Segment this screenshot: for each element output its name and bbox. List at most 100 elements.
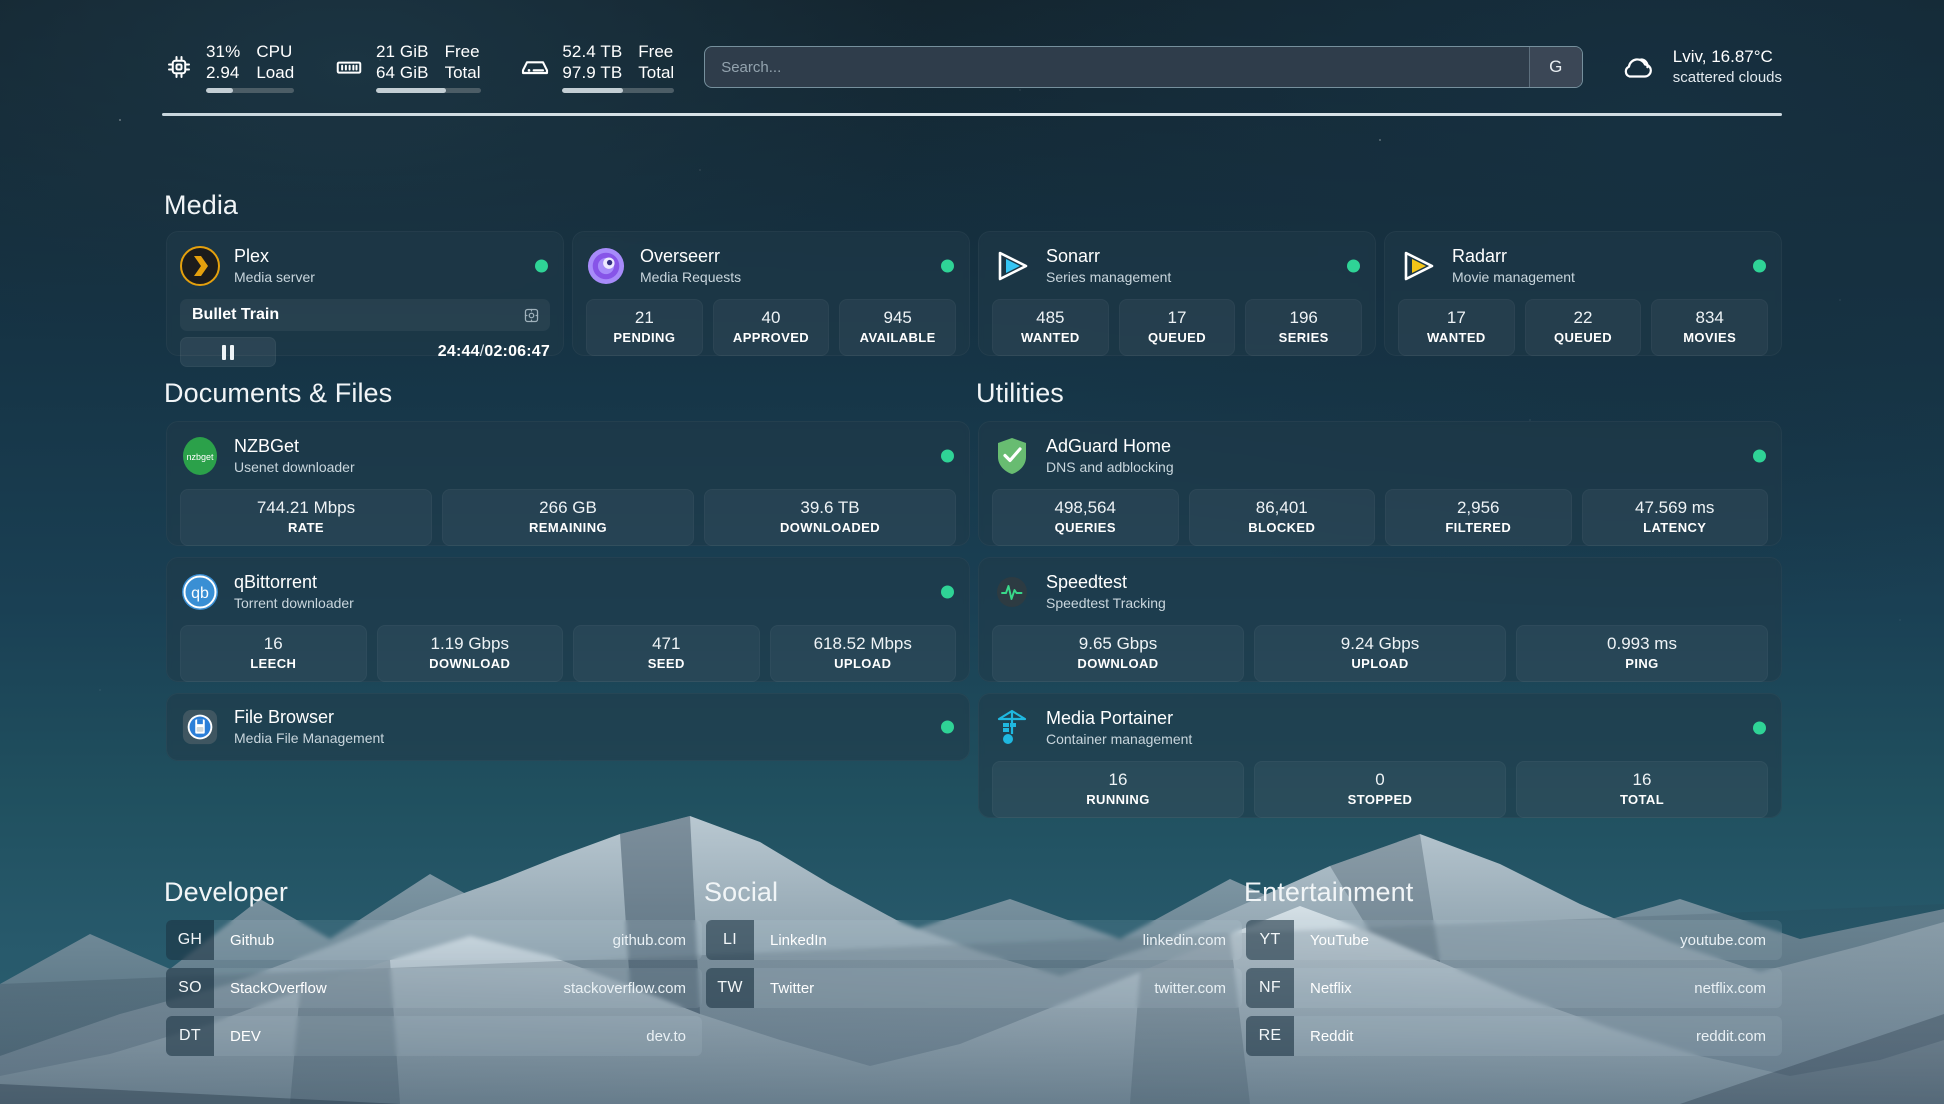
- status-badge-online: [941, 449, 954, 463]
- search-input[interactable]: [705, 47, 1529, 87]
- stat-tile: 744.21 Mbps RATE: [180, 489, 432, 546]
- app-card-file-browser[interactable]: File Browser Media File Management: [166, 693, 970, 761]
- memory-stick-icon: [332, 50, 366, 84]
- app-name: Media Portainer: [1046, 708, 1174, 728]
- bookmark-item-stackoverflow[interactable]: SO StackOverflow stackoverflow.com: [166, 968, 702, 1008]
- qbittorrent-icon: qb: [180, 572, 220, 612]
- stat-key: TOTAL: [1619, 792, 1665, 807]
- bookmark-name: DEV: [230, 1027, 261, 1045]
- file-browser-icon: [180, 707, 220, 747]
- app-card-sonarr[interactable]: Sonarr Series management 485 WANTED 17 Q…: [978, 231, 1376, 356]
- stat-value: 945: [883, 308, 912, 327]
- cpu-label: CPU: [256, 42, 293, 61]
- bookmark-item-reddit[interactable]: RE Reddit reddit.com: [1246, 1016, 1782, 1056]
- stat-tile: 16 LEECH: [180, 625, 367, 682]
- stat-tile: 86,401 BLOCKED: [1188, 489, 1375, 546]
- cpu-load-value: 2.94: [206, 63, 240, 82]
- quality-settings-icon[interactable]: [523, 307, 540, 324]
- pause-icon: [221, 344, 235, 360]
- stat-cpu: 31% 2.94 CPU Load: [162, 41, 295, 93]
- stat-value: 22: [1573, 308, 1593, 327]
- speedtest-pulse-icon: [992, 572, 1032, 612]
- now-playing-title-row: Bullet Train: [180, 299, 550, 331]
- stat-value: 1.19 Gbps: [430, 634, 509, 653]
- app-subtitle: Movie management: [1452, 269, 1575, 285]
- stats-row: 498,564 QUERIES 86,401 BLOCKED 2,956 FIL…: [992, 489, 1768, 546]
- app-subtitle: Series management: [1046, 269, 1172, 285]
- status-badge-online: [535, 259, 548, 273]
- stat-value: 17: [1167, 308, 1187, 327]
- bookmark-item-youtube[interactable]: YT YouTube youtube.com: [1246, 920, 1782, 960]
- app-card-radarr[interactable]: Radarr Movie management 17 WANTED 22 QUE…: [1384, 231, 1782, 356]
- app-card-overseerr[interactable]: Overseerr Media Requests 21 PENDING 40 A…: [572, 231, 970, 356]
- stat-tile: 618.52 Mbps UPLOAD: [769, 625, 956, 682]
- bookmark-badge: LI: [706, 920, 754, 960]
- status-badge-online: [941, 259, 954, 273]
- stats-row: 744.21 Mbps RATE 266 GB REMAINING 39.6 T…: [180, 489, 956, 546]
- stat-value: 16: [1632, 770, 1652, 789]
- bookmark-item-github[interactable]: GH Github github.com: [166, 920, 702, 960]
- search-bar[interactable]: G: [704, 46, 1583, 88]
- pause-button[interactable]: [180, 337, 276, 367]
- app-subtitle: Media server: [234, 269, 315, 285]
- stat-key: LEECH: [250, 656, 297, 671]
- card-header: File Browser Media File Management: [180, 706, 956, 748]
- storage-total-label: Total: [638, 63, 675, 82]
- app-card-media-portainer[interactable]: Media Portainer Container management 16 …: [978, 693, 1782, 818]
- app-card-qbittorrent[interactable]: qb qBittorrent Torrent downloader 16 LEE…: [166, 557, 970, 682]
- stat-key: STOPPED: [1347, 792, 1413, 807]
- app-card-plex[interactable]: Plex Media server Bullet Train: [166, 231, 564, 367]
- stat-key: AVAILABLE: [859, 330, 936, 345]
- app-card-adguard-home[interactable]: AdGuard Home DNS and adblocking 498,564 …: [978, 421, 1782, 546]
- stat-tile: 2,956 FILTERED: [1385, 489, 1572, 546]
- weather-description: scattered clouds: [1672, 69, 1783, 86]
- stat-value: 2,956: [1456, 498, 1500, 517]
- bookmark-group-developer: GH Github github.com SO StackOverflow st…: [166, 920, 702, 1064]
- section-title-entertainment: Entertainment: [1244, 877, 1414, 907]
- bookmark-url: twitter.com: [1154, 979, 1226, 997]
- bookmark-group-social: LI LinkedIn linkedin.com TW Twitter twit…: [706, 920, 1242, 1016]
- app-name: Sonarr: [1046, 246, 1101, 266]
- status-badge-online: [1347, 259, 1360, 273]
- storage-free-value: 52.4 TB: [562, 42, 623, 61]
- stat-value: 0.993 ms: [1607, 634, 1677, 653]
- weather-location-temp: Lviv, 16.87°C: [1672, 47, 1773, 66]
- stat-tile: 1.19 Gbps DOWNLOAD: [376, 625, 563, 682]
- stat-key: REMAINING: [529, 520, 607, 535]
- storage-free-label: Free: [638, 42, 674, 61]
- bookmark-item-twitter[interactable]: TW Twitter twitter.com: [706, 968, 1242, 1008]
- bookmark-badge: DT: [166, 1016, 214, 1056]
- plex-icon: [180, 246, 220, 286]
- app-subtitle: DNS and adblocking: [1046, 459, 1174, 475]
- stat-value: 39.6 TB: [800, 498, 860, 517]
- status-badge-online: [941, 720, 954, 734]
- bookmark-url: reddit.com: [1695, 1027, 1766, 1045]
- app-subtitle: Speedtest Tracking: [1046, 595, 1166, 611]
- bookmark-item-dev[interactable]: DT DEV dev.to: [166, 1016, 702, 1056]
- bookmark-item-netflix[interactable]: NF Netflix netflix.com: [1246, 968, 1782, 1008]
- stat-key: DOWNLOAD: [429, 656, 511, 671]
- stat-tile: 471 SEED: [573, 625, 760, 682]
- bookmark-url: youtube.com: [1680, 931, 1766, 949]
- memory-free-value: 21 GiB: [376, 42, 429, 61]
- stat-key: UPLOAD: [1351, 656, 1409, 671]
- card-header: AdGuard Home DNS and adblocking: [992, 435, 1768, 477]
- stat-value: 9.24 Gbps: [1340, 634, 1420, 653]
- section-title-documents: Documents & Files: [164, 378, 393, 408]
- app-name: File Browser: [234, 707, 335, 727]
- stat-key: QUEUED: [1553, 330, 1613, 345]
- stat-key: DOWNLOAD: [1077, 656, 1159, 671]
- bookmark-name: Reddit: [1310, 1027, 1354, 1045]
- bookmark-badge: GH: [166, 920, 214, 960]
- app-card-nzbget[interactable]: nzbget NZBGet Usenet downloader 744.21 M…: [166, 421, 970, 546]
- memory-free-label: Free: [444, 42, 480, 61]
- stats-row: 485 WANTED 17 QUEUED 196 SERIES: [992, 299, 1363, 356]
- stat-key: APPROVED: [732, 330, 810, 345]
- app-name: Overseerr: [640, 246, 721, 266]
- bookmark-item-linkedin[interactable]: LI LinkedIn linkedin.com: [706, 920, 1242, 960]
- app-card-speedtest[interactable]: Speedtest Speedtest Tracking 9.65 Gbps D…: [978, 557, 1782, 682]
- google-g-icon: G: [1549, 57, 1563, 76]
- stat-value: 86,401: [1255, 498, 1308, 517]
- stat-value: 834: [1695, 308, 1724, 327]
- search-engine-button[interactable]: G: [1528, 47, 1582, 87]
